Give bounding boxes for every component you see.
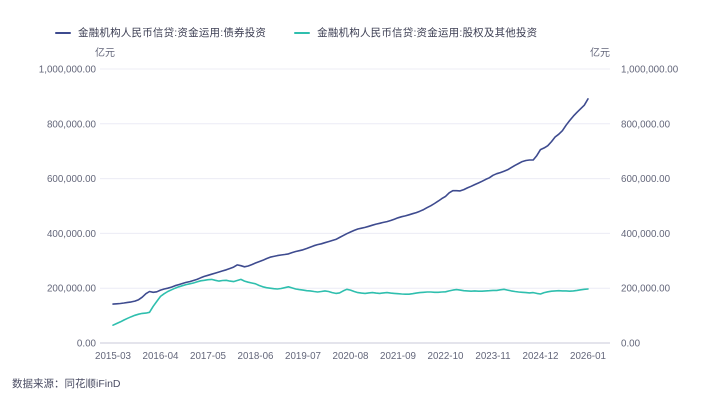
- x-axis-tick-label: 2026-01: [570, 351, 606, 362]
- y-axis-tick-label-left: 0.00: [77, 339, 97, 350]
- y-axis-tick-label-left: 400,000.00: [47, 229, 97, 240]
- x-axis-tick-label: 2016-04: [143, 351, 180, 362]
- x-axis-tick-label: 2020-08: [333, 351, 370, 362]
- data-source-note: 数据来源：同花顺iFinD: [12, 378, 121, 390]
- y-axis-tick-label-left: 600,000.00: [47, 174, 97, 185]
- x-axis-tick-label: 2017-05: [190, 351, 227, 362]
- line-marker-icon: [294, 31, 311, 34]
- x-axis-tick-label: 2021-09: [380, 351, 416, 362]
- y-axis-tick-label-right: 400,000.00: [621, 229, 671, 240]
- legend-item-bond-investment[interactable]: 金融机构人民币信贷:资金运用:债券投资: [55, 25, 266, 40]
- line-marker-icon: [55, 31, 71, 34]
- y-axis-tick-label-right: 0.00: [621, 339, 641, 350]
- x-axis-tick-label: 2022-10: [428, 351, 465, 362]
- legend-label: 金融机构人民币信贷:资金运用:债券投资: [78, 27, 267, 39]
- y-axis-tick-label-left: 1,000,000.00: [39, 65, 97, 76]
- right-axis-unit-label: 亿元: [590, 46, 610, 59]
- y-axis-tick-label-right: 600,000.00: [621, 174, 671, 185]
- x-axis-tick-label: 2019-07: [285, 351, 321, 362]
- x-axis-tick-label: 2024-12: [523, 351, 559, 362]
- series-line-equity-other-investment: [112, 278, 589, 327]
- y-axis-tick-label-left: 800,000.00: [47, 119, 97, 130]
- x-axis-tick-label: 2018-06: [238, 351, 275, 362]
- y-axis-tick-label-right: 1,000,000.00: [621, 65, 679, 76]
- series-line-bond-investment: [112, 98, 589, 305]
- legend-item-equity-other-investment[interactable]: 金融机构人民币信贷:资金运用:股权及其他投资: [294, 25, 537, 40]
- x-axis-tick-label: 2015-03: [95, 351, 132, 362]
- left-axis-unit-label: 亿元: [95, 46, 115, 59]
- y-axis-tick-label-left: 200,000.00: [47, 284, 97, 295]
- legend-label: 金融机构人民币信贷:资金运用:股权及其他投资: [317, 27, 538, 39]
- y-axis-tick-label-right: 200,000.00: [621, 284, 671, 295]
- y-axis-tick-label-right: 800,000.00: [621, 119, 671, 130]
- x-axis-tick-label: 2023-11: [475, 351, 510, 362]
- chart-legend: 金融机构人民币信贷:资金运用:债券投资 金融机构人民币信贷:资金运用:股权及其他…: [55, 25, 537, 40]
